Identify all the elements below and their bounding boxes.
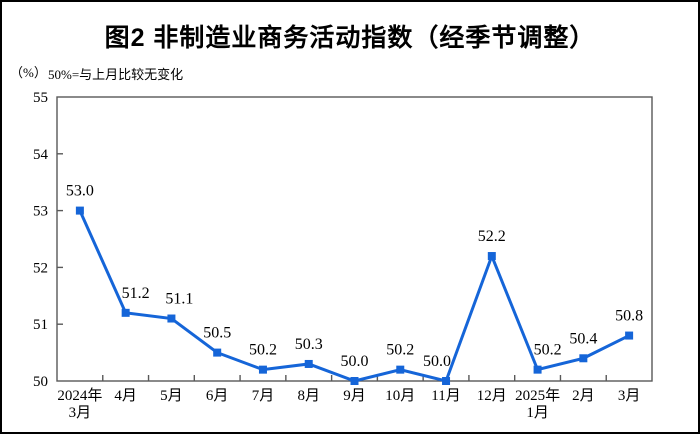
- data-point-marker: [442, 377, 451, 385]
- data-point-marker: [75, 206, 84, 215]
- x-tick-label: 12月: [477, 388, 507, 404]
- y-tick-label: 50: [33, 374, 48, 390]
- x-tick-label: 2月: [572, 388, 595, 404]
- data-point-marker: [167, 314, 176, 323]
- data-point-label: 50.5: [203, 325, 231, 342]
- data-point-label: 50.2: [534, 342, 562, 359]
- y-axis-unit-label: （%）: [10, 65, 47, 80]
- data-point-label: 50.2: [386, 342, 414, 359]
- x-tick-label: 6月: [206, 388, 229, 404]
- data-point-label: 50.0: [423, 353, 451, 370]
- x-tick-label: 3月: [69, 405, 92, 421]
- y-tick-label: 55: [33, 90, 48, 106]
- data-point-marker: [213, 348, 222, 357]
- chart-title: 图2 非制造业商务活动指数（经季节调整）: [104, 24, 596, 52]
- data-point-marker: [350, 377, 359, 385]
- x-tick-label: 5月: [160, 388, 183, 404]
- y-tick-label: 53: [33, 204, 48, 220]
- y-tick-label: 54: [33, 147, 49, 163]
- x-tick-label: 4月: [114, 388, 137, 404]
- data-point-marker: [579, 354, 588, 363]
- data-point-marker: [396, 365, 405, 374]
- data-point-label: 50.3: [295, 336, 323, 353]
- x-tick-label: 11月: [431, 388, 460, 404]
- data-point-marker: [533, 365, 542, 374]
- baseline-note: 50%=与上月比较无变化: [48, 67, 184, 82]
- data-point-label: 51.2: [122, 285, 150, 302]
- data-point-label: 53.0: [66, 183, 94, 200]
- data-point-label: 50.0: [341, 353, 369, 370]
- x-tick-label: 9月: [343, 388, 366, 404]
- x-tick-label: 8月: [297, 388, 320, 404]
- x-tick-label: 1月: [526, 405, 549, 421]
- data-point-label: 50.8: [615, 308, 643, 325]
- x-tick-label: 3月: [618, 388, 641, 404]
- data-point-label: 50.4: [569, 330, 597, 347]
- x-tick-label: 10月: [385, 388, 415, 404]
- x-tick-label: 2024年: [57, 387, 102, 404]
- y-tick-label: 51: [33, 317, 48, 333]
- data-point-marker: [304, 359, 313, 368]
- data-point-marker: [487, 252, 496, 261]
- x-tick-label: 2025年: [515, 387, 560, 404]
- y-tick-label: 52: [33, 260, 48, 276]
- data-point-label: 52.2: [478, 228, 506, 245]
- plot-area-border: [56, 96, 653, 382]
- data-point-marker: [258, 365, 267, 374]
- x-tick-label: 7月: [252, 388, 275, 404]
- data-point-marker: [121, 308, 130, 317]
- data-point-marker: [625, 331, 634, 340]
- data-point-label: 50.2: [249, 342, 277, 359]
- data-point-label: 51.1: [165, 291, 193, 308]
